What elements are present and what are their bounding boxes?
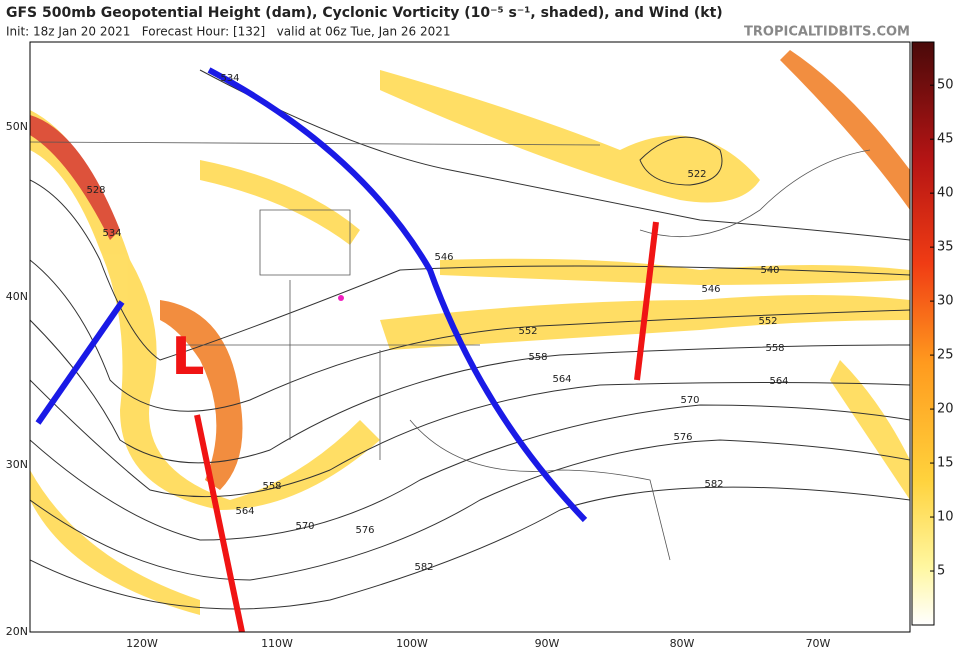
- contour-label: 522: [687, 169, 706, 180]
- colorbar: [911, 41, 935, 626]
- lon-label: 80W: [670, 637, 695, 650]
- subtitle: Init: 18z Jan 20 2021 Forecast Hour: [13…: [6, 25, 451, 39]
- contour-label: 564: [769, 376, 788, 387]
- axes: 5 10 15 20 25 30 35 40 45 50 50N 40N 30N 20N 120W 110W 1…: [6, 78, 954, 650]
- colorbar-label: 45: [937, 132, 954, 147]
- lon-label: 90W: [535, 637, 560, 650]
- contour-label: 558: [528, 352, 547, 363]
- colorbar-label: 10: [937, 510, 954, 525]
- contour-label: 528: [86, 185, 105, 196]
- lat-label: 40N: [6, 290, 28, 303]
- contour-label: 564: [552, 374, 571, 385]
- colorbar-label: 50: [937, 78, 954, 93]
- colorbar-label: 25: [937, 348, 954, 363]
- contour-label: 582: [704, 479, 723, 490]
- front-line: [194, 414, 245, 632]
- contour-label: 558: [262, 481, 281, 492]
- contour-label: 576: [673, 432, 692, 443]
- lat-label: 50N: [6, 120, 28, 133]
- contour-label: 576: [355, 525, 374, 536]
- lon-label: 100W: [396, 637, 428, 650]
- lat-label: 20N: [6, 625, 28, 638]
- colorbar-label: 5: [937, 564, 945, 579]
- contour-label: 570: [295, 521, 314, 532]
- colorbar-label: 35: [937, 240, 954, 255]
- colorbar-label: 30: [937, 294, 954, 309]
- colorbar-label: 40: [937, 186, 954, 201]
- title: GFS 500mb Geopotential Height (dam), Cyc…: [6, 5, 723, 21]
- map-frame: [29, 41, 911, 633]
- colorbar-label: 20: [937, 402, 954, 417]
- contour-labels: 534 528 534 546 552 558 564 570 576 582 522 546 540 5…: [86, 73, 788, 573]
- contour-label: 552: [758, 316, 777, 327]
- height-contours: [30, 69, 910, 610]
- contour-label: 570: [680, 395, 699, 406]
- front-line: [634, 221, 659, 381]
- contour-label: 558: [765, 343, 784, 354]
- trough-axis: [207, 67, 588, 523]
- ridge-axis: [35, 300, 125, 425]
- lon-label: 110W: [261, 637, 293, 650]
- contour-label: 582: [414, 562, 433, 573]
- map-area: L 534 528 534 546 552 558 564 570 576 582 522 546 54…: [30, 42, 910, 632]
- lon-label: 70W: [806, 637, 831, 650]
- source: TROPICALTIDBITS.COM: [744, 25, 910, 40]
- contour-label: 564: [235, 506, 254, 517]
- contour-label: 552: [518, 326, 537, 337]
- contour-label: 546: [701, 284, 720, 295]
- lat-label: 30N: [6, 458, 28, 471]
- lon-label: 120W: [126, 637, 158, 650]
- contour-label: 534: [102, 228, 121, 239]
- colorbar-label: 15: [937, 456, 954, 471]
- borders: [30, 141, 871, 561]
- low-label: L: [171, 327, 204, 387]
- contour-label: 540: [760, 265, 779, 276]
- contour-label: 546: [434, 252, 453, 263]
- contour-label: 534: [220, 73, 239, 84]
- marker: [338, 295, 344, 301]
